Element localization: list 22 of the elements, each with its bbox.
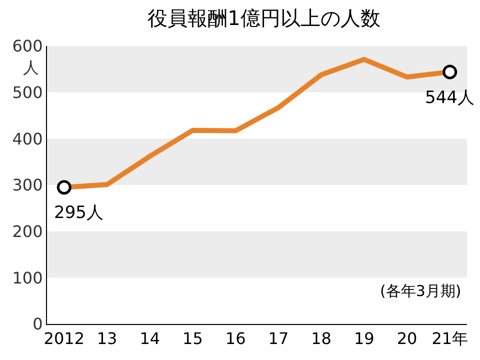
y-tick-label: 100 (12, 268, 43, 288)
x-tick-label: 16 (225, 329, 246, 348)
y-tick-label: 400 (12, 129, 43, 148)
annotation: (各年3月期) (380, 282, 462, 300)
x-tick-label: 19 (354, 329, 374, 348)
x-tick-label: 2012 (44, 329, 84, 348)
y-tick-label: 500 (12, 82, 43, 102)
x-tick-label: 20 (396, 329, 418, 348)
x-tick-label: 15 (182, 329, 203, 348)
x-tick-label: 21年 (432, 329, 468, 348)
y-tick-label: 600 (12, 36, 43, 56)
y-axis-title: 人 (23, 58, 39, 77)
x-tick-label: 13 (96, 329, 118, 348)
y-tick-label: 300 (12, 176, 43, 195)
chart-title: 役員報酬1億円以上の人数 (148, 6, 380, 30)
x-tick-label: 14 (140, 329, 160, 348)
y-tick-label: 0 (32, 314, 43, 334)
y-tick-label: 200 (12, 222, 43, 241)
x-tick-label: 17 (268, 329, 289, 348)
annotation: 295人 (54, 203, 104, 223)
annotation: 544人 (425, 88, 474, 108)
x-tick-label: 18 (311, 329, 332, 348)
